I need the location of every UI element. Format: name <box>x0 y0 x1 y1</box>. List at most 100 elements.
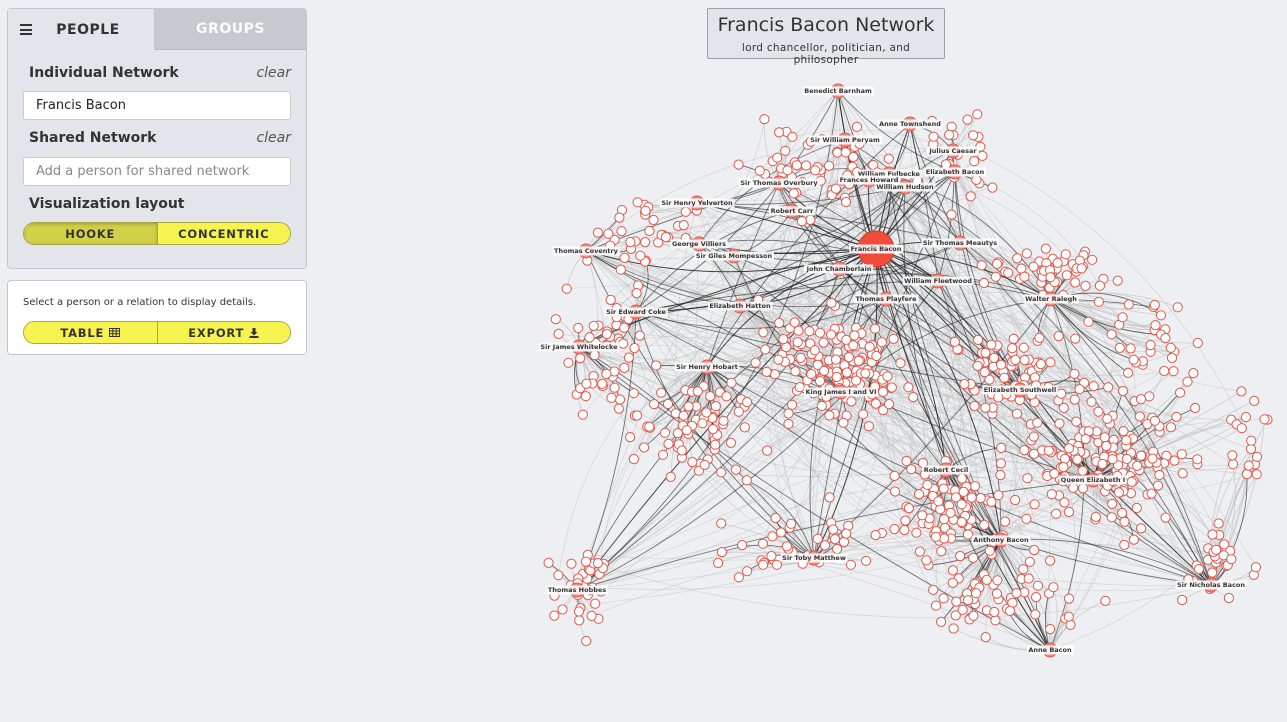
person-node[interactable] <box>979 367 990 378</box>
person-node[interactable] <box>1136 523 1147 534</box>
person-node[interactable] <box>958 486 969 497</box>
person-node[interactable] <box>757 538 769 549</box>
person-node[interactable] <box>1023 573 1034 584</box>
person-node[interactable] <box>1123 299 1134 310</box>
relation-edge[interactable] <box>778 182 883 343</box>
person-node[interactable] <box>1043 445 1054 456</box>
person-node[interactable] <box>828 524 839 535</box>
person-node[interactable] <box>775 527 787 538</box>
person-node[interactable] <box>871 350 882 362</box>
person-node[interactable] <box>819 540 831 551</box>
person-node[interactable] <box>973 334 984 345</box>
person-node[interactable] <box>1045 624 1056 635</box>
shared-network-input[interactable] <box>23 157 291 186</box>
relation-edge[interactable] <box>638 280 939 296</box>
relation-edge[interactable] <box>778 182 1194 582</box>
person-node[interactable] <box>1090 511 1102 523</box>
person-node[interactable] <box>1040 243 1052 254</box>
person-node[interactable] <box>1059 453 1071 464</box>
person-node[interactable] <box>1177 468 1188 479</box>
person-node[interactable] <box>1190 402 1201 414</box>
person-node[interactable] <box>987 182 998 193</box>
person-node[interactable] <box>841 367 853 378</box>
person-node[interactable] <box>1113 487 1125 498</box>
person-node[interactable] <box>762 445 773 456</box>
person-node[interactable] <box>1240 412 1252 423</box>
person-node[interactable] <box>1022 473 1033 484</box>
person-node[interactable] <box>948 623 959 634</box>
person-node[interactable] <box>1176 449 1187 460</box>
person-node[interactable] <box>614 212 625 223</box>
person-node[interactable] <box>1076 263 1087 274</box>
person-node[interactable] <box>561 283 572 294</box>
person-node[interactable] <box>648 214 659 226</box>
person-node[interactable] <box>628 454 640 465</box>
person-node[interactable] <box>1063 593 1075 604</box>
person-node[interactable] <box>969 156 980 167</box>
person-nodes[interactable] <box>543 109 1273 647</box>
person-node[interactable] <box>888 333 899 344</box>
person-node[interactable] <box>619 252 630 263</box>
relation-edge[interactable] <box>766 391 842 451</box>
person-node[interactable] <box>1149 299 1160 311</box>
person-node[interactable] <box>786 518 797 529</box>
person-node[interactable] <box>1087 254 1098 265</box>
person-node[interactable] <box>592 227 604 238</box>
individual-network-clear[interactable]: clear <box>256 65 291 81</box>
person-node[interactable] <box>1011 408 1023 419</box>
person-node[interactable] <box>1029 545 1040 556</box>
person-node[interactable] <box>581 378 592 389</box>
person-node[interactable] <box>791 160 802 171</box>
person-node[interactable] <box>928 131 939 142</box>
relation-edge[interactable] <box>1049 480 1134 651</box>
person-node[interactable] <box>557 604 568 615</box>
person-node[interactable] <box>840 196 852 208</box>
person-node[interactable] <box>965 191 976 202</box>
person-node[interactable] <box>625 432 636 443</box>
person-node[interactable] <box>629 343 640 354</box>
person-node[interactable] <box>986 496 997 507</box>
person-node[interactable] <box>930 531 942 542</box>
person-node[interactable] <box>988 352 1000 363</box>
person-node[interactable] <box>1112 275 1123 286</box>
highlighted-relation-edge[interactable] <box>746 479 815 559</box>
shared-network-clear[interactable]: clear <box>256 130 291 146</box>
person-node[interactable] <box>840 147 851 158</box>
person-node[interactable] <box>770 512 781 524</box>
person-node[interactable] <box>1028 431 1039 442</box>
person-node[interactable] <box>928 584 939 596</box>
person-node[interactable] <box>573 606 585 617</box>
highlighted-relation-edge[interactable] <box>838 171 956 270</box>
person-node[interactable] <box>819 365 830 376</box>
person-node[interactable] <box>971 174 982 185</box>
person-node[interactable] <box>956 499 967 510</box>
person-node[interactable] <box>993 490 1004 501</box>
relation-edge[interactable] <box>586 383 1212 592</box>
person-node[interactable] <box>972 360 983 371</box>
person-node[interactable] <box>947 577 958 589</box>
person-node[interactable] <box>804 326 815 337</box>
person-node[interactable] <box>805 214 816 225</box>
person-node[interactable] <box>818 337 829 348</box>
person-node[interactable] <box>936 616 947 628</box>
person-node[interactable] <box>787 399 798 410</box>
person-node[interactable] <box>1045 272 1056 283</box>
person-node[interactable] <box>903 382 914 393</box>
relation-edge[interactable] <box>837 90 959 351</box>
person-node[interactable] <box>968 130 979 141</box>
person-node[interactable] <box>1101 440 1112 452</box>
person-node[interactable] <box>863 421 875 432</box>
person-node[interactable] <box>870 398 882 409</box>
person-node[interactable] <box>968 610 979 621</box>
person-node[interactable] <box>783 418 794 430</box>
person-node[interactable] <box>980 402 991 413</box>
individual-network-input[interactable] <box>23 91 291 120</box>
person-node[interactable] <box>990 271 1001 282</box>
person-node[interactable] <box>848 151 859 163</box>
person-node[interactable] <box>1207 567 1218 578</box>
person-node[interactable] <box>826 297 837 309</box>
person-node[interactable] <box>933 496 944 507</box>
person-node[interactable] <box>586 610 597 622</box>
relation-edge[interactable] <box>1092 424 1237 481</box>
highlighted-relation-edge[interactable] <box>954 171 1094 481</box>
